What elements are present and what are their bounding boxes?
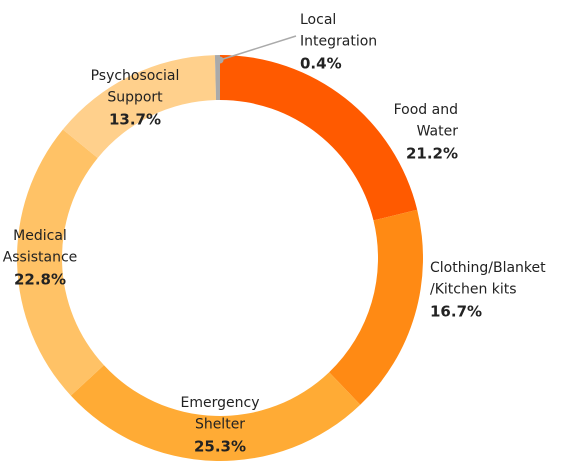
donut-segment	[17, 129, 104, 396]
label-line: Assistance	[3, 250, 78, 266]
label-line: Integration	[300, 34, 377, 50]
slice-label: Medical Assistance	[3, 228, 78, 266]
label-line: Water	[417, 124, 459, 140]
donut-segment	[70, 365, 361, 461]
value-label: 21.2%	[406, 145, 458, 163]
label-line: Medical	[13, 228, 67, 244]
leader-line	[219, 35, 297, 61]
slice-label: Psychosocial Support	[91, 68, 180, 106]
label-line: Emergency	[181, 395, 260, 411]
donut-segment	[329, 209, 423, 405]
slice-label: Food and Water	[394, 102, 459, 140]
slice-label: Emergency Shelter	[181, 395, 260, 433]
donut-segment	[214, 55, 220, 101]
slice-label: Local Integration	[300, 12, 377, 50]
value-label: 0.4%	[300, 55, 342, 73]
value-label: 22.8%	[14, 271, 66, 289]
value-label: 16.7%	[430, 303, 482, 321]
label-line: Shelter	[195, 417, 245, 433]
value-label: 25.3%	[194, 438, 246, 456]
donut-segment	[220, 55, 418, 221]
label-line: Local	[300, 12, 336, 28]
slice-label: Clothing/Blanket/Kitchen kits	[430, 260, 546, 298]
label-line: /Kitchen kits	[430, 282, 517, 298]
leader-dot	[216, 56, 224, 64]
donut-segment	[62, 55, 217, 158]
label-line: Psychosocial	[91, 68, 180, 84]
value-label: 13.7%	[109, 111, 161, 129]
label-line: Food and	[394, 102, 458, 118]
label-line: Clothing/Blanket	[430, 260, 546, 276]
label-line: Support	[107, 90, 163, 106]
